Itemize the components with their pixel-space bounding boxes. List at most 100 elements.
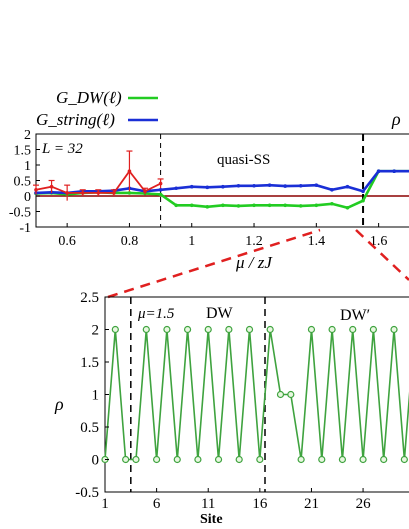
legend-label-g-dw: G_DW(ℓ)	[56, 88, 122, 107]
data-point	[127, 191, 132, 195]
density-point	[142, 325, 150, 334]
density-point	[256, 455, 264, 464]
y-tick-label: 1	[24, 159, 31, 174]
data-point	[174, 186, 178, 191]
data-point	[267, 203, 272, 208]
y-tick-label: 1.5	[14, 144, 32, 159]
data-point	[298, 183, 303, 188]
density-point	[318, 455, 326, 464]
bottom-y-axis-label: ρ	[54, 394, 64, 414]
data-point	[158, 181, 163, 186]
dw-prime-region-label: DW′	[340, 307, 370, 324]
mu-annotation: μ=1.5	[137, 306, 175, 322]
x-tick-label: 26	[356, 496, 372, 512]
data-point	[205, 185, 210, 190]
data-point	[49, 184, 54, 189]
x-tick-label: 6	[153, 496, 161, 512]
data-point	[376, 169, 381, 173]
top-panel: 0.6 0.8 1 1.2 1.4 1.6 21.510.50-0.5-1 L = 32 …	[9, 128, 409, 272]
data-point	[189, 184, 194, 189]
x-tick-label: 1	[188, 234, 195, 249]
density-point	[359, 455, 367, 464]
data-point	[283, 184, 287, 188]
density-point	[194, 455, 202, 464]
density-point	[349, 325, 357, 334]
y-tick-label: -1	[19, 221, 31, 236]
data-point	[361, 198, 365, 203]
data-point	[174, 203, 178, 208]
top-y-ticks: 21.510.50-0.5-1	[9, 128, 40, 236]
data-point	[345, 184, 350, 189]
data-point	[330, 188, 334, 192]
top-series-group	[33, 150, 409, 210]
data-point	[392, 169, 396, 173]
data-point	[314, 183, 319, 187]
data-point	[65, 191, 69, 195]
y-tick-label: 1.5	[80, 355, 99, 371]
density-point	[245, 325, 254, 334]
density-point	[122, 455, 130, 464]
data-point	[205, 205, 210, 209]
density-point	[183, 325, 192, 334]
density-point	[297, 455, 305, 464]
data-point	[252, 183, 256, 188]
x-tick-label: 16	[252, 496, 268, 512]
x-tick-label: 0.8	[121, 234, 139, 249]
data-point	[127, 169, 132, 173]
x-tick-label: 11	[201, 496, 215, 512]
density-point	[204, 325, 212, 334]
data-point	[189, 203, 194, 208]
y-tick-label: 1	[92, 388, 100, 404]
data-point	[96, 191, 101, 195]
density-point	[338, 455, 347, 464]
density-point	[287, 390, 295, 399]
x-tick-label: 1.6	[370, 234, 388, 249]
bottom-panel: 1 6 11 16 21 26 2.521.510.50-0.5 μ=1.5 DW DW′…	[54, 290, 409, 527]
legend: G_DW(ℓ) G_string(ℓ) ρ	[36, 88, 401, 129]
dw-region-label: DW	[206, 305, 234, 322]
y-tick-label: 0.5	[14, 175, 32, 190]
density-point	[266, 325, 274, 334]
data-point	[221, 203, 225, 208]
x-tick-label: 1.2	[245, 234, 263, 249]
data-point	[34, 188, 38, 192]
series-line-g_string	[35, 169, 409, 195]
top-plot-frame	[35, 133, 409, 228]
density-point	[369, 325, 377, 334]
cut-label: ρ	[391, 109, 401, 129]
data-point	[80, 191, 85, 195]
system-size-annotation: L = 32	[41, 141, 83, 157]
top-x-axis-label: μ / zJ	[235, 253, 273, 272]
data-point	[236, 204, 241, 208]
quasi-ss-label: quasi-SS	[217, 152, 270, 168]
top-x-ticks: 0.6 0.8 1 1.2 1.4 1.6	[58, 223, 387, 249]
density-point	[380, 455, 388, 464]
data-point	[267, 183, 272, 187]
density-point	[214, 455, 223, 464]
density-point	[328, 325, 336, 334]
y-tick-label: 0.5	[80, 420, 99, 436]
density-point	[173, 455, 181, 464]
zoom-line-right	[355, 229, 409, 281]
x-tick-label: 21	[304, 496, 319, 512]
legend-label-g-string: G_string(ℓ)	[36, 110, 115, 129]
density-point	[153, 455, 161, 464]
data-point	[158, 192, 163, 197]
density-point	[163, 325, 171, 334]
data-point	[361, 189, 365, 194]
data-point	[236, 183, 241, 188]
data-point	[112, 191, 116, 195]
data-point	[283, 203, 287, 208]
y-tick-label: 2	[92, 323, 100, 339]
zoom-connector	[107, 228, 409, 299]
y-tick-label: -0.5	[75, 485, 99, 501]
data-point	[221, 184, 225, 189]
density-point	[111, 325, 119, 334]
density-point	[276, 390, 285, 399]
data-point	[345, 205, 350, 210]
data-point	[158, 188, 163, 192]
data-point	[143, 189, 147, 194]
density-point	[225, 325, 233, 334]
y-tick-label: 0	[24, 190, 31, 205]
top-vlines	[160, 134, 365, 227]
